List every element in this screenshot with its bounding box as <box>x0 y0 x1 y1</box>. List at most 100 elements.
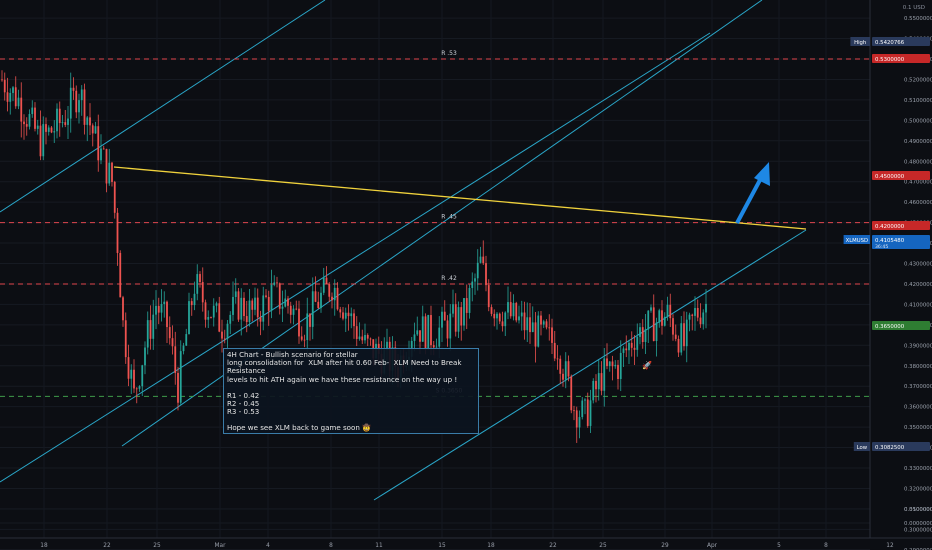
candle-body <box>655 322 658 341</box>
candle-body <box>446 320 449 339</box>
y-tick-label: 0.5100000 <box>904 98 932 104</box>
candle-body <box>526 317 529 331</box>
candle-body <box>160 304 163 313</box>
candle-body <box>551 327 553 343</box>
candle-body <box>256 297 259 318</box>
candle-body <box>625 348 628 351</box>
candle-body <box>284 298 287 307</box>
candle-body <box>97 126 100 161</box>
channel-line <box>0 0 326 213</box>
y-tick-label: 0.4200000 <box>904 282 932 288</box>
candle-body <box>94 126 97 134</box>
candle-body <box>127 357 130 379</box>
candle-body <box>570 376 573 411</box>
candle-body <box>207 316 210 320</box>
note-line: levels to hit ATH again we have these re… <box>227 374 458 384</box>
candle-body <box>42 124 45 157</box>
candle-body <box>427 315 430 350</box>
channel-line <box>373 229 807 501</box>
price-tag-value: 0.5420766 <box>875 40 905 46</box>
candle-body <box>661 310 663 326</box>
candle-body <box>157 305 160 313</box>
candle-body <box>174 346 177 373</box>
candle-body <box>507 302 509 313</box>
candle-body <box>135 388 138 390</box>
candle-body <box>210 316 212 318</box>
price-tag-bg <box>872 235 930 249</box>
candle-body <box>361 336 364 341</box>
candle-body <box>177 372 179 403</box>
y-tick-label: 0.0000000 <box>904 521 932 527</box>
candle-body <box>355 326 358 339</box>
candle-body <box>267 296 270 311</box>
candle-body <box>432 345 435 348</box>
candle-body <box>441 311 443 328</box>
x-tick-label: 4 <box>266 543 270 549</box>
candle-body <box>133 369 135 389</box>
y-axis-unit-label: 0.1 USD <box>903 5 925 11</box>
candle-body <box>262 295 265 322</box>
candle-body <box>45 124 47 132</box>
candle-body <box>1 79 3 81</box>
candle-body <box>193 293 196 306</box>
candle-body <box>460 307 463 326</box>
x-tick-label: 12 <box>886 543 894 549</box>
candle-body <box>237 291 240 320</box>
candle-body <box>449 313 452 339</box>
x-tick-label: 25 <box>599 543 607 549</box>
candle-body <box>149 320 152 339</box>
candle-body <box>364 334 366 341</box>
candle-body <box>306 313 309 341</box>
candle-body <box>490 307 493 314</box>
candle-body <box>622 348 625 353</box>
candle-body <box>39 125 42 157</box>
candle-body <box>339 309 342 313</box>
candle-body <box>677 338 680 353</box>
target-arrow-shaft <box>735 179 762 224</box>
candle-body <box>141 365 144 387</box>
candle-body <box>221 331 223 339</box>
candle-body <box>226 323 229 339</box>
candle-body <box>75 90 78 113</box>
x-tick-label: 15 <box>438 543 446 549</box>
candle-body <box>518 316 520 321</box>
candle-body <box>20 97 23 122</box>
candle-body <box>501 321 504 327</box>
x-tick-label: 22 <box>549 543 557 549</box>
candle-body <box>320 292 322 308</box>
candle-body <box>163 301 166 305</box>
price-tag-value: 0.4500000 <box>875 174 905 180</box>
candle-body <box>6 92 9 102</box>
candle-body <box>199 274 201 283</box>
candle-body <box>276 282 278 284</box>
rocket-icon: 🚀 <box>642 360 652 370</box>
candle-body <box>567 361 570 377</box>
candle-body <box>196 274 199 294</box>
candle-body <box>589 400 592 426</box>
x-tick-label: Apr <box>707 543 718 549</box>
y-tick-label: 0.3600000 <box>904 405 932 411</box>
candle-body <box>633 347 636 350</box>
candle-body <box>688 314 691 320</box>
candle-body <box>702 312 705 325</box>
candle-body <box>56 108 58 132</box>
note-line: My First Target for Stellar is about 0.5… <box>227 432 475 433</box>
candle-body <box>248 300 251 323</box>
note-line: long consolidation for XLM after hit 0.6… <box>227 358 464 376</box>
x-tick-label: 25 <box>153 543 161 549</box>
candle-body <box>185 334 188 346</box>
candle-body <box>166 301 168 328</box>
candle-body <box>353 313 355 327</box>
candle-body <box>144 347 146 366</box>
candle-body <box>298 308 300 337</box>
y-tick-label: 0.0500000 <box>904 507 932 513</box>
candle-body <box>83 89 86 125</box>
candle-body <box>699 317 702 325</box>
candle-body <box>119 252 122 298</box>
candle-body <box>171 338 174 347</box>
candle-body <box>168 327 171 339</box>
candle-body <box>325 277 328 285</box>
candle-body <box>424 316 427 350</box>
candle-body <box>155 305 157 315</box>
